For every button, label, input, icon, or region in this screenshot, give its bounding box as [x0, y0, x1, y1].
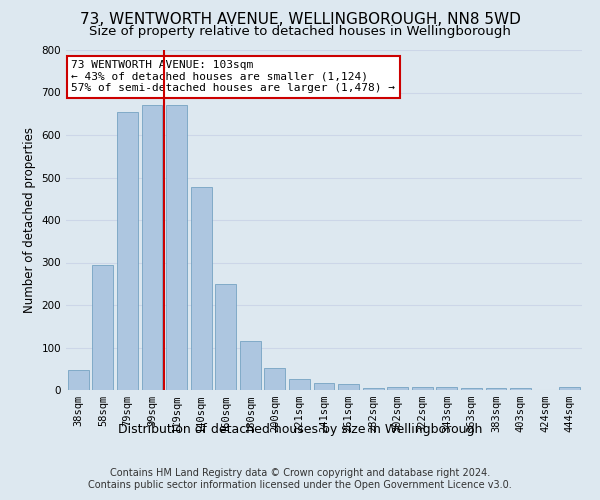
Y-axis label: Number of detached properties: Number of detached properties	[23, 127, 36, 313]
Bar	[485, 388, 506, 390]
Bar	[289, 378, 310, 390]
Bar	[240, 341, 261, 390]
Bar	[559, 387, 580, 390]
Bar	[265, 368, 286, 390]
Bar	[117, 112, 138, 390]
Bar	[314, 383, 334, 390]
Bar	[436, 387, 457, 390]
Bar	[68, 370, 89, 390]
Bar	[215, 284, 236, 390]
Bar	[412, 386, 433, 390]
Bar	[166, 106, 187, 390]
Text: Contains HM Land Registry data © Crown copyright and database right 2024.
Contai: Contains HM Land Registry data © Crown c…	[88, 468, 512, 490]
Bar	[338, 384, 359, 390]
Bar	[387, 386, 408, 390]
Text: 73, WENTWORTH AVENUE, WELLINGBOROUGH, NN8 5WD: 73, WENTWORTH AVENUE, WELLINGBOROUGH, NN…	[80, 12, 520, 28]
Bar	[92, 266, 113, 390]
Text: Distribution of detached houses by size in Wellingborough: Distribution of detached houses by size …	[118, 422, 482, 436]
Bar	[510, 388, 531, 390]
Text: 73 WENTWORTH AVENUE: 103sqm
← 43% of detached houses are smaller (1,124)
57% of : 73 WENTWORTH AVENUE: 103sqm ← 43% of det…	[71, 60, 395, 94]
Bar	[191, 187, 212, 390]
Bar	[461, 388, 482, 390]
Text: Size of property relative to detached houses in Wellingborough: Size of property relative to detached ho…	[89, 25, 511, 38]
Bar	[362, 388, 383, 390]
Bar	[142, 106, 163, 390]
